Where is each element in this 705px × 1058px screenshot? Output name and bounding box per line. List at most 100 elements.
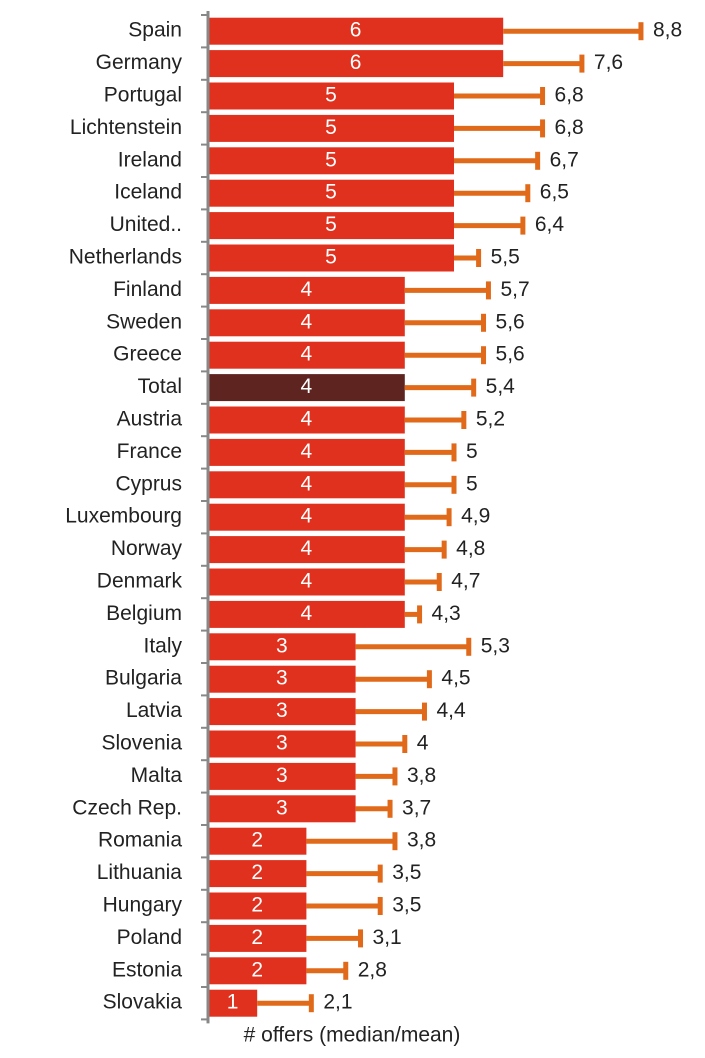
mean-label: 3,8 xyxy=(407,829,436,852)
median-label: 3 xyxy=(276,732,288,755)
median-label: 4 xyxy=(301,278,313,301)
mean-label: 8,8 xyxy=(653,19,682,42)
bar xyxy=(208,309,405,337)
median-label: 2 xyxy=(251,958,263,981)
mean-label: 4,9 xyxy=(461,505,490,528)
bar xyxy=(208,438,405,466)
mean-label: 3,7 xyxy=(402,796,431,819)
median-label: 5 xyxy=(325,116,337,139)
category-label: Poland xyxy=(117,926,182,949)
bar xyxy=(208,471,405,499)
category-label: Latvia xyxy=(126,699,182,722)
median-label: 5 xyxy=(325,213,337,236)
category-label: Romania xyxy=(98,829,182,852)
mean-label: 4,8 xyxy=(456,537,485,560)
bar xyxy=(208,568,405,596)
category-label: Denmark xyxy=(97,570,183,593)
category-label: Greece xyxy=(113,343,182,366)
bar xyxy=(208,762,356,790)
bar xyxy=(208,179,454,207)
category-label: Norway xyxy=(111,537,183,560)
median-label: 2 xyxy=(251,829,263,852)
category-label: France xyxy=(117,440,182,463)
category-label: Iceland xyxy=(114,181,182,204)
category-label: Ireland xyxy=(118,148,182,171)
bar xyxy=(208,50,504,78)
bar xyxy=(208,536,405,564)
median-label: 6 xyxy=(350,51,362,74)
bar xyxy=(208,730,356,758)
category-label: Hungary xyxy=(103,894,183,917)
median-label: 4 xyxy=(301,570,313,593)
median-label: 5 xyxy=(325,181,337,204)
category-label: Malta xyxy=(131,764,183,787)
mean-label: 5,4 xyxy=(486,375,516,398)
x-axis-label: # offers (median/mean) xyxy=(244,1024,461,1047)
bar xyxy=(208,147,454,175)
category-label: Total xyxy=(138,375,182,398)
mean-label: 3,5 xyxy=(392,894,421,917)
bar xyxy=(208,82,454,110)
mean-label: 4 xyxy=(417,732,429,755)
median-label: 3 xyxy=(276,699,288,722)
mean-label: 4,4 xyxy=(436,699,466,722)
bar xyxy=(208,795,356,823)
mean-label: 5,6 xyxy=(496,310,525,333)
median-label: 4 xyxy=(301,602,313,625)
mean-label: 4,3 xyxy=(432,602,461,625)
category-label: Germany xyxy=(96,51,183,74)
category-label: Austria xyxy=(117,408,183,431)
mean-label: 3,1 xyxy=(373,926,402,949)
bar xyxy=(208,114,454,142)
category-label: Lichtenstein xyxy=(70,116,182,139)
bar xyxy=(208,503,405,531)
category-label: Estonia xyxy=(112,958,182,981)
mean-label: 4,7 xyxy=(451,570,480,593)
mean-label: 6,8 xyxy=(555,84,584,107)
mean-label: 3,8 xyxy=(407,764,436,787)
mean-label: 6,7 xyxy=(550,148,579,171)
category-label: Belgium xyxy=(106,602,182,625)
category-label: Spain xyxy=(128,19,182,42)
category-label: Netherlands xyxy=(69,246,182,269)
mean-label: 5,2 xyxy=(476,408,505,431)
median-label: 2 xyxy=(251,861,263,884)
category-label: Slovenia xyxy=(101,732,182,755)
bar xyxy=(208,244,454,272)
bar xyxy=(208,989,258,1017)
mean-label: 5,6 xyxy=(496,343,525,366)
category-label: Lithuania xyxy=(97,861,183,884)
median-label: 4 xyxy=(301,505,313,528)
median-label: 6 xyxy=(350,19,362,42)
median-label: 3 xyxy=(276,796,288,819)
median-label: 1 xyxy=(227,991,239,1014)
median-label: 5 xyxy=(325,84,337,107)
median-label: 3 xyxy=(276,634,288,657)
bar xyxy=(208,892,307,920)
category-label: Portugal xyxy=(104,84,182,107)
median-label: 2 xyxy=(251,926,263,949)
median-label: 2 xyxy=(251,894,263,917)
category-label: Czech Rep. xyxy=(72,796,182,819)
median-label: 4 xyxy=(301,375,313,398)
mean-label: 6,5 xyxy=(540,181,569,204)
median-label: 3 xyxy=(276,764,288,787)
median-label: 5 xyxy=(325,246,337,269)
mean-label: 5,3 xyxy=(481,634,510,657)
mean-label: 5,7 xyxy=(500,278,529,301)
mean-label: 5 xyxy=(466,440,478,463)
category-label: Finland xyxy=(113,278,182,301)
bar xyxy=(208,827,307,855)
category-label: Italy xyxy=(143,634,182,657)
mean-label: 5 xyxy=(466,472,478,495)
bar xyxy=(208,406,405,434)
category-label: United.. xyxy=(110,213,182,236)
category-label: Sweden xyxy=(106,310,182,333)
mean-label: 2,8 xyxy=(358,958,387,981)
median-label: 3 xyxy=(276,667,288,690)
median-label: 4 xyxy=(301,472,313,495)
bar xyxy=(208,665,356,693)
mean-label: 6,8 xyxy=(555,116,584,139)
median-label: 4 xyxy=(301,440,313,463)
